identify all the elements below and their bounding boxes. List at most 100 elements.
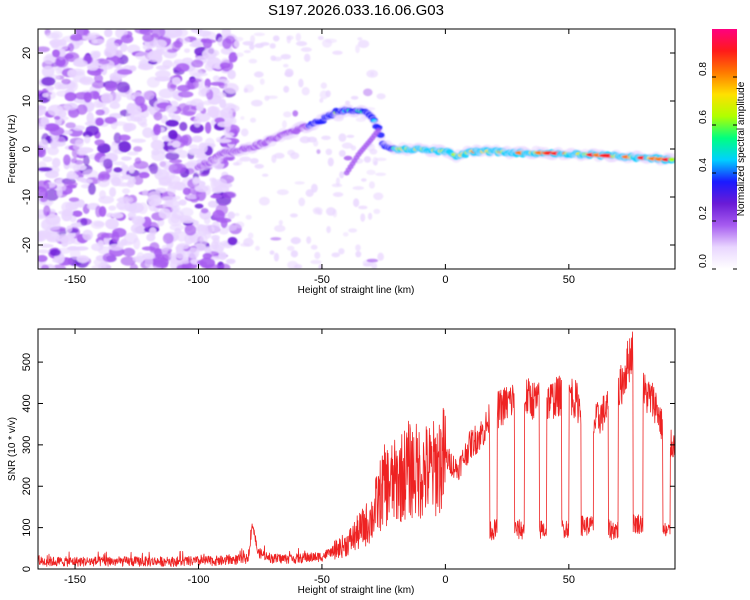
spectrogram-blob xyxy=(116,68,133,75)
spectrogram-blob xyxy=(290,237,301,245)
spectrogram-blob xyxy=(220,47,234,55)
spectrogram-blob xyxy=(39,196,48,203)
spectrogram-blob xyxy=(69,34,83,42)
spectrogram-blob xyxy=(38,46,50,53)
spectrogram-blob xyxy=(105,42,120,49)
spectrogram-blob xyxy=(254,43,264,49)
spectrogram-blob xyxy=(74,246,89,251)
spectrogram-blob xyxy=(371,262,378,269)
spectrogram-blob xyxy=(348,228,358,233)
colorbar-tick-label: 0.8 xyxy=(698,62,709,76)
spectrogram-blob xyxy=(161,244,169,254)
spectrogram-blob xyxy=(326,225,331,234)
spectrogram-blob xyxy=(153,111,163,121)
spectrogram-blob xyxy=(195,189,207,202)
spectrogram-blob xyxy=(131,138,146,143)
spectrogram-blob xyxy=(190,258,200,265)
spectrogram-blob xyxy=(203,216,211,225)
spectrogram-blob xyxy=(72,125,86,131)
spectrogram-blob xyxy=(202,100,214,106)
spectrogram-blob xyxy=(272,35,280,42)
spectrogram-blob xyxy=(280,54,291,60)
spectrogram-blobs xyxy=(38,29,675,269)
spectrogram-blob xyxy=(134,95,146,106)
spectrogram-blob xyxy=(376,93,386,100)
spectrogram-ytick-label: 10 xyxy=(21,95,33,107)
spectrogram-blob xyxy=(175,63,190,72)
spectrogram-blob xyxy=(210,81,225,86)
spectrogram-blob xyxy=(134,51,151,60)
spectrogram-blob xyxy=(295,32,302,42)
spectrogram-blob xyxy=(56,234,73,242)
spectrogram-blob xyxy=(204,247,212,254)
spectrogram-blob xyxy=(97,240,104,248)
spectrogram-blob xyxy=(165,152,180,161)
spectrogram-blob xyxy=(53,115,61,120)
spectrogram-blob xyxy=(127,177,136,185)
spectrogram-blob xyxy=(199,257,216,269)
spectrogram-blob xyxy=(142,43,152,51)
spectrogram-blob xyxy=(116,81,130,93)
spectrogram-blob xyxy=(137,115,147,126)
spectrogram-blob xyxy=(355,244,361,252)
spectrogram-blob xyxy=(227,211,236,220)
spectrogram-blob xyxy=(165,104,175,114)
spectrogram-blob xyxy=(72,59,88,68)
spectrogram-blob xyxy=(249,157,259,164)
spectrogram-blob xyxy=(133,146,143,152)
spectrogram-blob xyxy=(192,72,208,77)
spectrogram-blob xyxy=(219,263,231,269)
spectrogram-blob xyxy=(117,196,134,205)
spectrogram-blob xyxy=(200,207,209,214)
colorbar-ticks: 0.0 0.2 0.4 0.6 0.8 xyxy=(698,62,737,270)
spectrogram-ytick-label: -20 xyxy=(21,237,33,253)
spectrogram-blob xyxy=(149,162,159,175)
spectrogram-blob xyxy=(301,87,310,96)
spectrogram-blob xyxy=(332,209,338,218)
spectrogram-blob xyxy=(332,50,343,55)
spectrogram-blob xyxy=(276,189,289,196)
snr-xtick-label: 50 xyxy=(563,574,575,586)
spectrogram-blob xyxy=(155,70,171,79)
spectrogram-blob xyxy=(38,230,52,239)
spectrogram-blob xyxy=(197,259,204,266)
spectrogram-blob xyxy=(120,43,128,53)
spectrogram-blob xyxy=(162,59,173,69)
spectrogram-blob xyxy=(83,135,91,144)
spectrogram-blob xyxy=(240,116,245,120)
spectrogram-blob xyxy=(283,63,289,68)
snr-frame xyxy=(37,328,676,570)
spectrogram-blob xyxy=(226,104,240,113)
spectrogram-blob xyxy=(362,263,373,267)
spectrogram-blob xyxy=(109,187,117,198)
spectrogram-ylabel: Frequency (Hz) xyxy=(7,115,18,184)
spectrogram-blob xyxy=(109,174,124,184)
spectrogram-blob xyxy=(274,224,286,233)
snr-ytick-label: 300 xyxy=(21,436,33,454)
spectrogram-blob xyxy=(317,35,324,41)
spectrogram-blob xyxy=(273,56,282,62)
spectrogram-blob xyxy=(269,250,275,255)
spectrogram-blob xyxy=(298,197,306,207)
spectrogram-blob xyxy=(51,264,67,269)
spectrogram-blob xyxy=(41,264,50,269)
spectrogram-blob xyxy=(71,210,83,217)
spectrogram-blob xyxy=(286,245,295,251)
spectrogram-blob xyxy=(188,144,199,150)
colorbar-tick-label: 0.2 xyxy=(698,206,709,220)
spectrogram-blob xyxy=(44,123,60,132)
spectrogram-blob xyxy=(310,244,318,250)
spectrogram-blob xyxy=(120,156,132,161)
spectrogram-blob xyxy=(138,63,154,71)
spectrogram-blob xyxy=(233,40,240,48)
colorbar-tick-label: 0.4 xyxy=(698,158,709,172)
spectrogram-blob xyxy=(41,66,55,78)
spectrogram-blob xyxy=(189,123,204,134)
spectrogram-blob xyxy=(198,85,210,94)
spectrogram-blob xyxy=(100,92,114,104)
spectrogram-blob xyxy=(128,202,144,214)
spectrogram-blob xyxy=(91,80,106,89)
spectrogram-blob xyxy=(191,40,201,48)
spectrogram-blob xyxy=(133,226,146,234)
